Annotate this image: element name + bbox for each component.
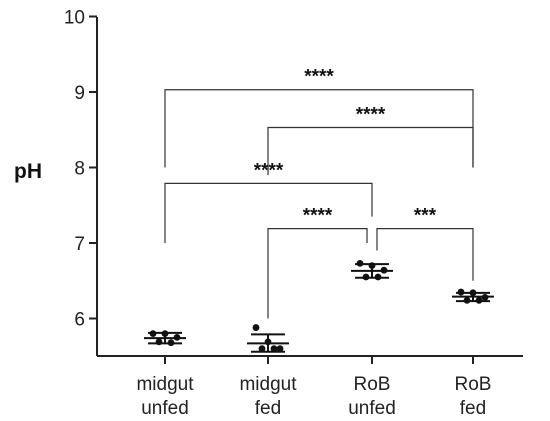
y-axis-label: pH: [14, 160, 42, 183]
data-point: [463, 296, 471, 304]
data-point: [149, 330, 157, 337]
data-point: [276, 345, 284, 353]
x-category-label: RoB: [354, 374, 391, 395]
significance-label: ****: [254, 160, 284, 181]
y-tick-label: 7: [74, 234, 85, 255]
significance-bracket: [164, 89, 474, 168]
y-tick-label: 10: [64, 8, 85, 29]
x-category-label: fed: [460, 398, 486, 419]
data-point: [457, 288, 465, 296]
significance-bracket: [267, 126, 474, 176]
data-point: [270, 345, 278, 353]
data-group: [452, 288, 494, 304]
significance-bracket: [267, 228, 368, 319]
significance-label: ****: [304, 67, 334, 88]
x-category-label: unfed: [141, 398, 189, 419]
data-point: [380, 266, 388, 274]
data-group: [351, 259, 393, 281]
data-point: [264, 338, 272, 346]
data-point: [469, 289, 477, 297]
significance-bracket: [164, 182, 373, 243]
significance-label: ****: [303, 206, 333, 227]
data-point: [362, 273, 370, 281]
data-groups: [144, 259, 494, 353]
data-point: [155, 338, 163, 346]
data-group: [247, 324, 289, 353]
data-point: [356, 259, 364, 267]
data-group: [144, 330, 186, 347]
significance-label: ***: [414, 206, 437, 227]
data-point: [252, 324, 260, 331]
significance-bracket: [376, 228, 474, 281]
x-category-label: RoB: [455, 374, 492, 395]
y-tick-label: 6: [74, 310, 85, 331]
x-category-label: midgut: [136, 374, 194, 395]
y-tick-label: 8: [74, 159, 85, 180]
x-category-labels: midgut unfed midgut fed RoB unfed RoB fed: [136, 356, 491, 419]
data-point: [167, 339, 175, 347]
significance-brackets: **************** ***: [164, 67, 474, 319]
data-point: [258, 345, 266, 353]
data-point: [475, 296, 483, 304]
axes: [96, 17, 523, 357]
data-point: [374, 273, 382, 281]
x-category-label: midgut: [239, 374, 297, 395]
x-category-label: unfed: [348, 398, 396, 419]
data-point: [481, 293, 489, 301]
data-point: [173, 333, 181, 341]
y-tick-label: 9: [74, 83, 85, 104]
significance-label: ****: [356, 104, 386, 125]
data-point: [161, 330, 169, 337]
data-point: [368, 262, 376, 270]
x-category-label: fed: [255, 398, 281, 419]
y-ticks: 6 7 8 9 10: [64, 8, 97, 331]
